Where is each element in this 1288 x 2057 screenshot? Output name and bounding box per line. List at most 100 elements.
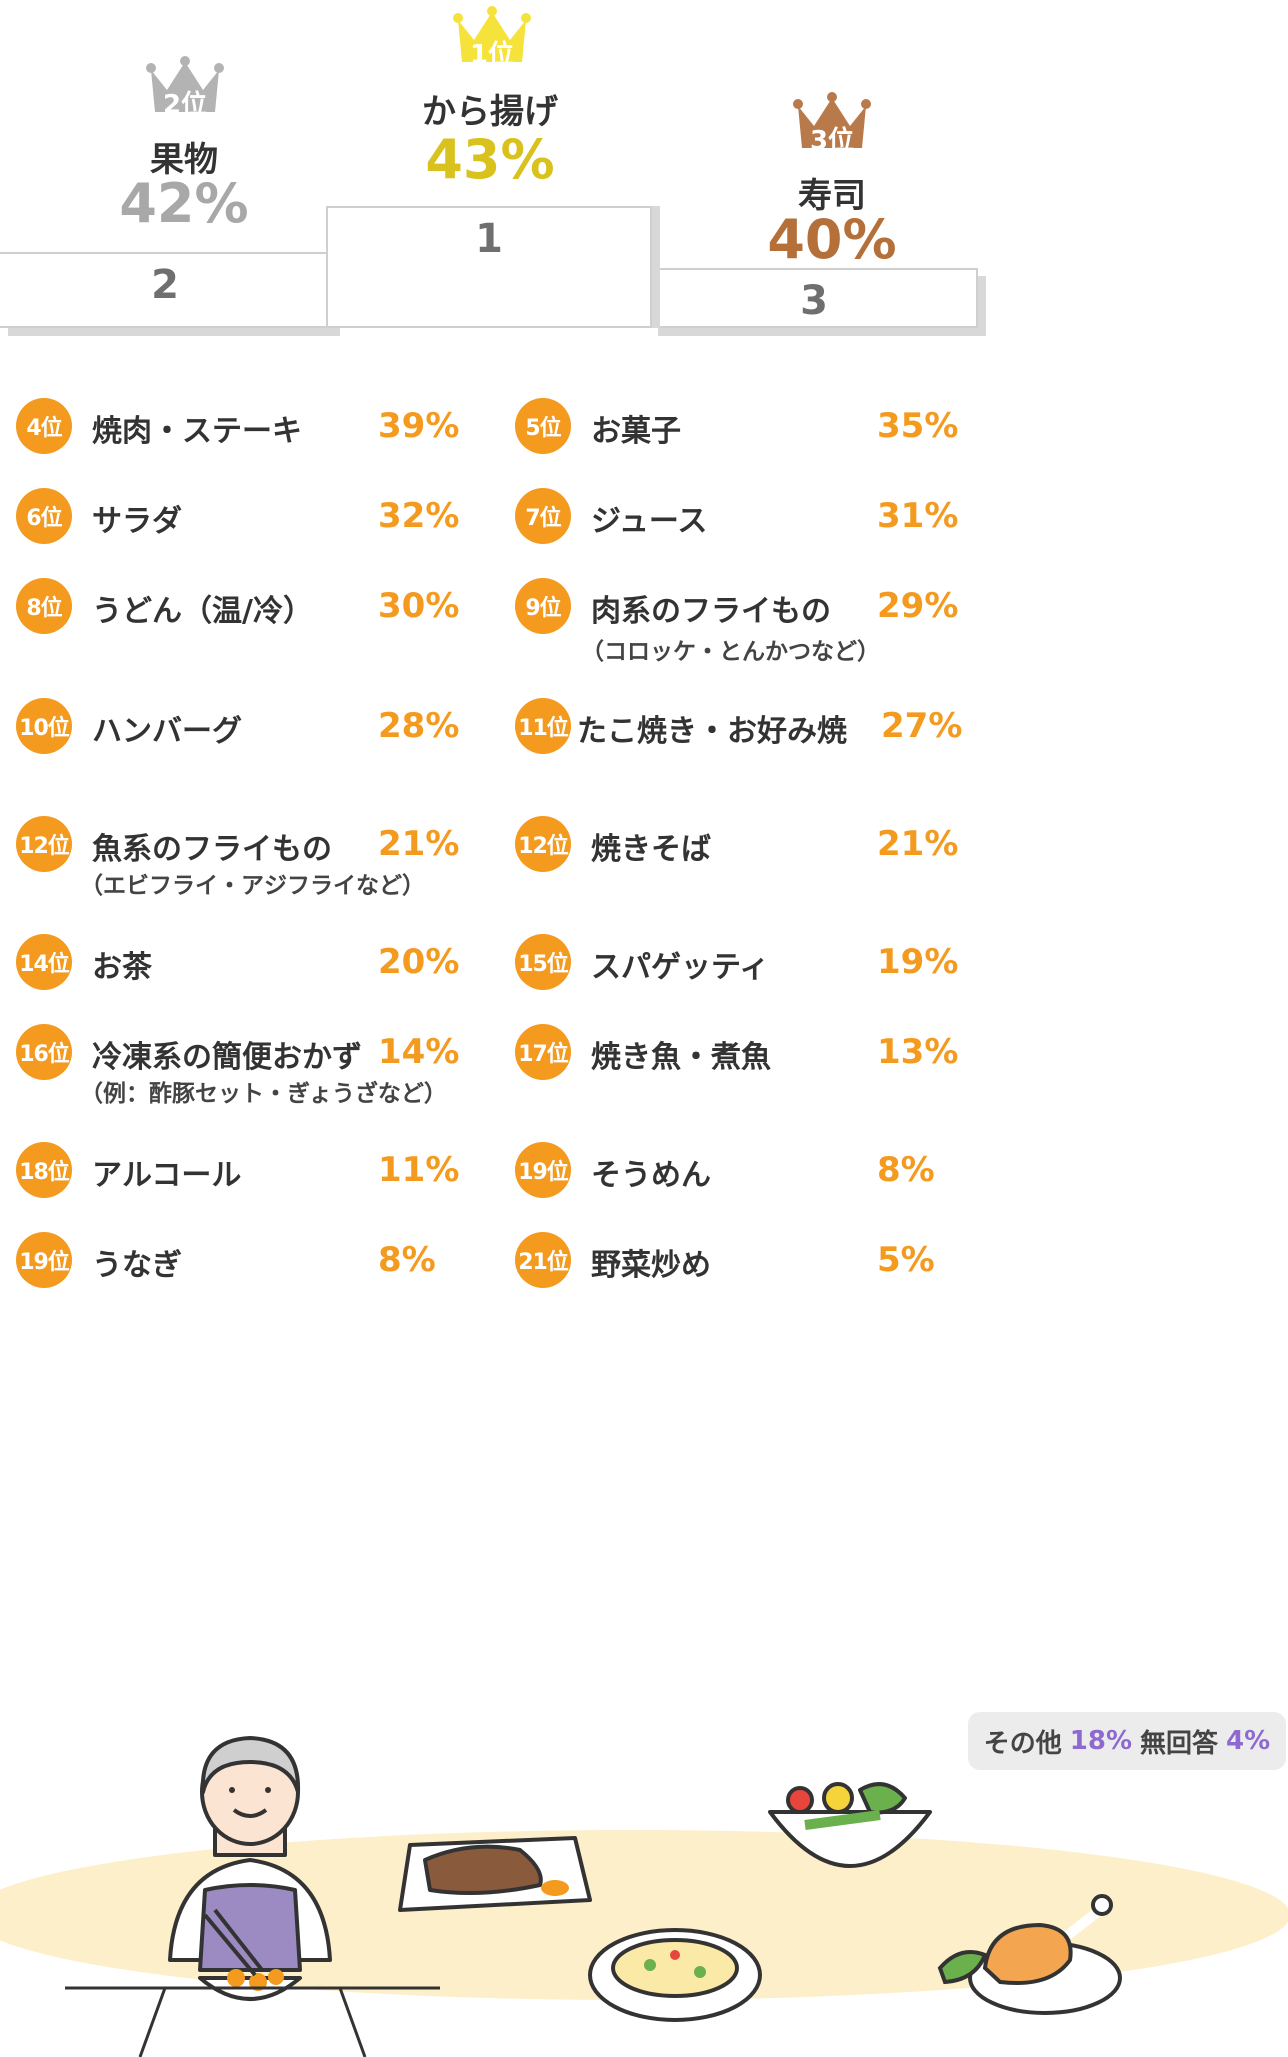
item-pct: 8% <box>877 1150 935 1190</box>
item-pct: 39% <box>378 406 460 446</box>
item-name: たこ焼き・お好み焼 <box>577 714 847 749</box>
third-pct: 40% <box>767 208 897 271</box>
item-pct: 11% <box>378 1150 460 1190</box>
item-pct: 29% <box>877 586 959 626</box>
list-item: 18位 アルコール 11% <box>16 1142 616 1212</box>
rank-badge: 9位 <box>515 578 571 634</box>
rank-badge: 19位 <box>515 1142 571 1198</box>
list-item: 17位 焼き魚・煮魚 13% <box>515 1024 1115 1094</box>
item-name: うなぎ <box>92 1248 182 1283</box>
item-name: ジュース <box>591 504 708 539</box>
rank-badge: 4位 <box>16 398 72 454</box>
item-name: お菓子 <box>591 414 681 449</box>
rank-badge: 12位 <box>515 816 571 872</box>
crown-first-label: 1位 <box>469 40 515 70</box>
item-name: 焼きそば <box>591 832 711 867</box>
crown-first-icon <box>453 6 531 62</box>
list-item: 12位 魚系のフライもの （エビフライ・アジフライなど） 21% <box>16 816 616 899</box>
item-name: お茶 <box>92 950 152 985</box>
item-name: うどん（温/冷） <box>92 594 313 629</box>
list-item: 19位 うなぎ 8% <box>16 1232 616 1302</box>
no-answer-label: 無回答 <box>1140 1728 1219 1759</box>
podium-step-second: 2 <box>0 252 332 328</box>
item-pct: 13% <box>877 1032 959 1072</box>
item-name: 焼き魚・煮魚 <box>591 1040 771 1075</box>
rank-badge: 11位 <box>515 698 571 754</box>
list-item: 5位 お菓子 35% <box>515 398 1115 468</box>
list-item: 9位 肉系のフライもの （コロッケ・とんかつなど） 29% <box>515 578 1115 665</box>
item-name: そうめん <box>591 1158 711 1193</box>
rank-badge: 17位 <box>515 1024 571 1080</box>
salad-bowl-illustration <box>768 1782 932 1868</box>
list-item: 15位 スパゲッティ 19% <box>515 934 1115 1004</box>
illustration <box>65 1736 1122 2057</box>
chicken-leg-plate-illustration <box>937 1894 1122 2015</box>
rank-badge: 15位 <box>515 934 571 990</box>
rank-badge: 14位 <box>16 934 72 990</box>
item-name: 肉系のフライもの <box>591 594 831 629</box>
item-name: ハンバーグ <box>92 714 242 749</box>
list-item: 19位 そうめん 8% <box>515 1142 1115 1212</box>
item-note: （コロッケ・とんかつなど） <box>581 639 880 665</box>
podium-step-first-number: 1 <box>475 216 503 262</box>
item-pct: 5% <box>877 1240 935 1280</box>
item-note: （例：酢豚セット・ぎょうざなど） <box>80 1081 447 1107</box>
rank-badge: 6位 <box>16 488 72 544</box>
podium-step-third-number: 3 <box>800 278 828 324</box>
other-no-answer-box: その他 18% 無回答 4% <box>968 1712 1286 1770</box>
list-item: 4位 焼肉・ステーキ 39% <box>16 398 616 468</box>
meat-plate-illustration <box>398 1836 592 1912</box>
rank-badge: 7位 <box>515 488 571 544</box>
item-name: スパゲッティ <box>591 950 770 985</box>
rank-badge: 12位 <box>16 816 72 872</box>
list-item: 7位 ジュース 31% <box>515 488 1115 558</box>
crown-third-icon <box>793 92 871 148</box>
crown-second-icon <box>146 56 224 112</box>
elderly-person-illustration <box>168 1736 332 2001</box>
list-item: 10位 ハンバーグ 28% <box>16 698 616 768</box>
item-name: 焼肉・ステーキ <box>92 414 302 449</box>
third-name: 寿司 <box>798 176 866 216</box>
item-pct: 32% <box>378 496 460 536</box>
rank-badge: 19位 <box>16 1232 72 1288</box>
list-item: 6位 サラダ 32% <box>16 488 616 558</box>
list-item: 11位 たこ焼き・お好み焼 27% <box>515 698 1115 768</box>
item-pct: 14% <box>378 1032 460 1072</box>
pasta-plate-illustration <box>588 1928 762 2022</box>
item-pct: 27% <box>881 706 963 746</box>
item-pct: 30% <box>378 586 460 626</box>
rank-badge: 16位 <box>16 1024 72 1080</box>
other-label: その他 <box>983 1728 1062 1759</box>
second-name: 果物 <box>150 140 218 180</box>
item-pct: 21% <box>378 824 460 864</box>
item-pct: 21% <box>877 824 959 864</box>
rank-badge: 18位 <box>16 1142 72 1198</box>
item-pct: 28% <box>378 706 460 746</box>
item-pct: 31% <box>877 496 959 536</box>
crown-second-label: 2位 <box>162 90 208 120</box>
crown-third-label: 3位 <box>809 126 855 156</box>
item-pct: 35% <box>877 406 959 446</box>
item-name: 冷凍系の簡便おかず <box>92 1040 362 1075</box>
item-name: 魚系のフライもの <box>92 832 332 867</box>
rank-badge: 5位 <box>515 398 571 454</box>
item-note: （エビフライ・アジフライなど） <box>80 873 425 899</box>
list-item: 14位 お茶 20% <box>16 934 616 1004</box>
list-item: 8位 うどん（温/冷） 30% <box>16 578 616 648</box>
item-pct: 20% <box>378 942 460 982</box>
podium-step-third: 3 <box>650 268 978 328</box>
item-pct: 19% <box>877 942 959 982</box>
rank-badge: 21位 <box>515 1232 571 1288</box>
rank-badge: 8位 <box>16 578 72 634</box>
podium-step-first: 1 <box>326 206 652 328</box>
no-answer-pct: 4% <box>1226 1726 1271 1756</box>
first-name: から揚げ <box>422 92 558 132</box>
rank-badge: 10位 <box>16 698 72 754</box>
podium-step-second-number: 2 <box>151 262 179 308</box>
list-item: 16位 冷凍系の簡便おかず （例：酢豚セット・ぎょうざなど） 14% <box>16 1024 616 1107</box>
item-name: サラダ <box>92 504 182 539</box>
item-name: 野菜炒め <box>591 1248 711 1283</box>
list-item: 21位 野菜炒め 5% <box>515 1232 1115 1302</box>
item-pct: 8% <box>378 1240 436 1280</box>
table-lines <box>65 1986 440 2057</box>
